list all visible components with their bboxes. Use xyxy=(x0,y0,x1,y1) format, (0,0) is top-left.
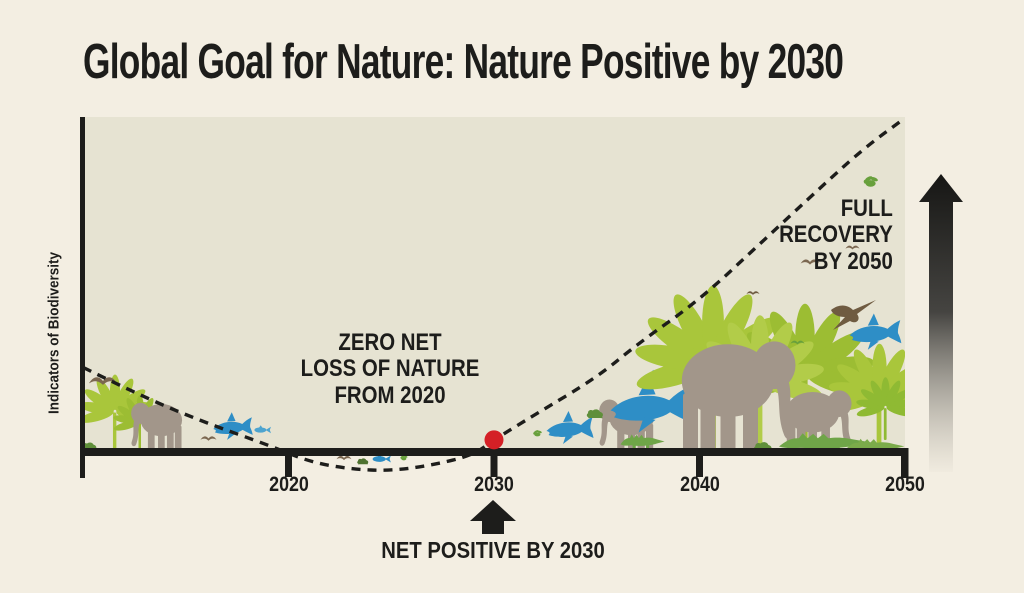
x-tick-mark xyxy=(285,448,292,477)
x-tick-mark xyxy=(696,448,703,477)
x-tick-label-2050: 2050 xyxy=(885,473,925,496)
up-arrow-icon xyxy=(470,500,516,534)
x-tick-label-2040: 2040 xyxy=(679,473,720,496)
annotation-full-recovery: FULL RECOVERY BY 2050 xyxy=(779,195,893,275)
biodiversity-trajectory-curve xyxy=(82,116,907,472)
y-axis-label: Indicators of Biodiversity xyxy=(45,251,63,415)
x-tick-marks xyxy=(285,448,909,477)
annotation-net-positive: NET POSITIVE BY 2030 xyxy=(381,537,605,563)
x-tick-mark xyxy=(490,448,498,477)
x-tick-label-2030: 2030 xyxy=(474,473,514,496)
x-tick-label-2020: 2020 xyxy=(268,473,309,496)
net-positive-point xyxy=(484,430,504,450)
page-title: Global Goal for Nature: Nature Positive … xyxy=(83,35,844,89)
annotation-zero-net-loss: ZERO NET LOSS OF NATURE FROM 2020 xyxy=(300,329,480,409)
frog-icon xyxy=(357,458,369,465)
recovery-arrow-icon xyxy=(919,174,963,472)
x-tick-mark xyxy=(901,448,909,477)
y-axis-line xyxy=(80,117,85,478)
bird-icon xyxy=(336,455,352,461)
